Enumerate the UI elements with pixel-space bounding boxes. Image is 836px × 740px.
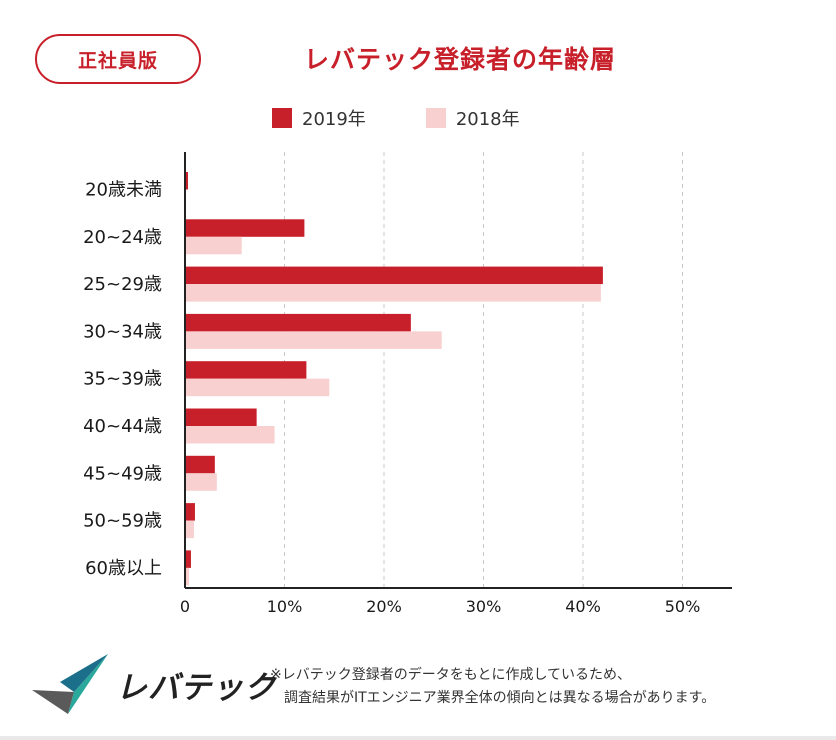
legend-item-2018: 2018年 bbox=[425, 105, 520, 131]
bar-2019-0 bbox=[185, 172, 188, 190]
category-label-6: 45~49歳 bbox=[83, 463, 162, 484]
bar-2018-5 bbox=[185, 426, 275, 444]
bar-2019-7 bbox=[185, 503, 195, 521]
bar-2018-8 bbox=[185, 567, 189, 586]
levtech-logo: レバテック bbox=[30, 652, 276, 716]
x-tick-label-0: 0 bbox=[180, 597, 190, 616]
bar-2018-4 bbox=[185, 378, 330, 397]
legend-label-2019: 2019年 bbox=[302, 109, 366, 130]
footer-note-line-1: ※レバテック登録者のデータをもとに作成しているため、 bbox=[270, 667, 632, 683]
category-label-1: 20~24歳 bbox=[83, 227, 162, 248]
legend-swatch-2018 bbox=[425, 108, 446, 128]
x-tick-label-30: 30% bbox=[466, 597, 502, 616]
footer-note-line-2: 調査結果がITエンジニア業界全体の傾向とは異なる場合があります。 bbox=[284, 690, 716, 706]
bar-2019-6 bbox=[185, 455, 215, 474]
bar-2018-2 bbox=[185, 284, 601, 302]
category-label-5: 40~44歳 bbox=[83, 416, 162, 437]
employment-type-badge: 正社員版 bbox=[35, 34, 201, 84]
legend-swatch-2019 bbox=[272, 108, 292, 128]
levtech-logo-text: レバテック bbox=[116, 669, 276, 706]
bar-2019-8 bbox=[185, 550, 191, 568]
category-label-7: 50~59歳 bbox=[83, 511, 162, 532]
bar-2018-3 bbox=[185, 331, 442, 349]
bottom-divider bbox=[0, 736, 836, 740]
bar-2019-4 bbox=[185, 361, 307, 379]
bar-2019-1 bbox=[185, 219, 305, 237]
bar-2018-6 bbox=[185, 473, 217, 491]
category-label-4: 35~39歳 bbox=[83, 369, 162, 390]
legend-label-2018: 2018年 bbox=[455, 109, 520, 130]
x-tick-label-20: 20% bbox=[366, 597, 402, 616]
x-tick-label-40: 40% bbox=[565, 597, 601, 616]
levtech-logo-icon bbox=[32, 654, 108, 714]
bar-2019-2 bbox=[185, 266, 603, 285]
category-label-3: 30~34歳 bbox=[83, 321, 162, 342]
bar-2018-7 bbox=[185, 520, 194, 539]
bar-chart: 20歳未満 20~24歳 25~29歳 30~34歳 35~39歳 40~44歳 45~49… bbox=[83, 152, 732, 616]
x-tick-label-50: 50% bbox=[665, 597, 701, 616]
category-label-8: 60歳以上 bbox=[85, 558, 162, 579]
chart-title: レバテック登録者の年齢層 bbox=[303, 45, 616, 74]
bar-2019-5 bbox=[185, 408, 257, 426]
chart-legend: 2019年 2018年 bbox=[272, 105, 580, 131]
bar-2019-3 bbox=[185, 313, 411, 332]
category-label-0: 20歳未満 bbox=[85, 180, 162, 201]
legend-item-2019: 2019年 bbox=[272, 105, 366, 131]
footer-note: ※レバテック登録者のデータをもとに作成しているため、 調査結果がITエンジニア業… bbox=[270, 664, 715, 710]
category-label-2: 25~29歳 bbox=[83, 274, 162, 295]
x-tick-label-10: 10% bbox=[267, 597, 303, 616]
bar-2018-1 bbox=[185, 236, 242, 255]
